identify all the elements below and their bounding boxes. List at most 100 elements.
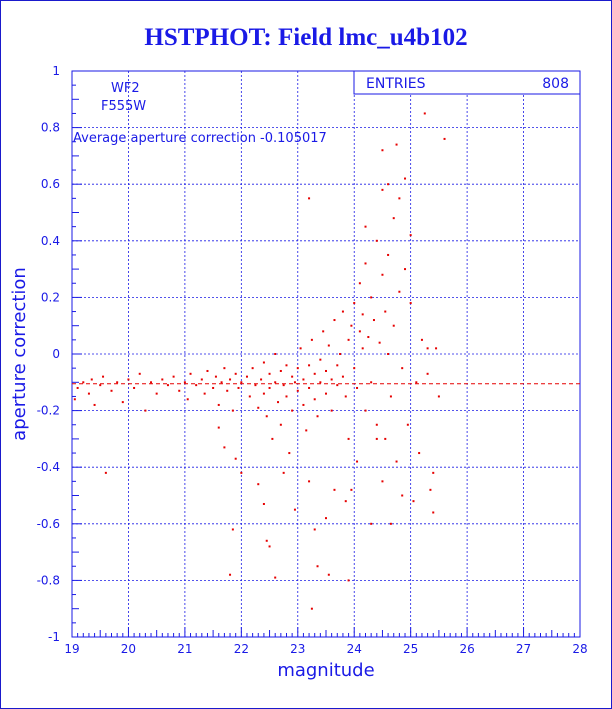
data-point: [378, 341, 381, 344]
data-point: [389, 522, 392, 525]
data-point: [308, 197, 311, 200]
data-point: [415, 381, 418, 384]
data-point: [217, 426, 220, 429]
data-point: [375, 437, 378, 440]
data-point: [358, 282, 361, 285]
grid-lines: [72, 71, 580, 637]
data-point: [214, 375, 217, 378]
data-point: [310, 338, 313, 341]
data-point: [353, 367, 356, 370]
data-point: [412, 500, 415, 503]
data-point: [155, 392, 158, 395]
data-point: [212, 386, 215, 389]
data-point: [336, 364, 339, 367]
data-point: [279, 369, 282, 372]
data-point: [435, 347, 438, 350]
data-point: [350, 488, 353, 491]
data-point: [254, 384, 257, 387]
x-tick-label: 19: [64, 642, 79, 656]
data-point: [313, 398, 316, 401]
data-point: [409, 302, 412, 305]
data-point: [217, 403, 220, 406]
data-point: [325, 369, 327, 372]
data-point: [375, 423, 378, 426]
filter-label: F555W: [101, 99, 146, 114]
data-point: [133, 386, 136, 389]
data-point: [305, 429, 308, 432]
data-point: [296, 367, 299, 370]
data-point: [401, 367, 404, 370]
data-point: [200, 378, 203, 381]
data-point: [251, 367, 254, 370]
data-point: [248, 395, 251, 398]
data-point: [262, 392, 265, 395]
data-point: [392, 217, 395, 220]
data-point: [392, 324, 395, 327]
data-point: [237, 386, 240, 389]
data-point: [206, 369, 209, 372]
data-point: [370, 296, 373, 299]
data-point: [262, 502, 265, 505]
y-tick-label: -0.8: [37, 573, 60, 587]
data-point: [262, 361, 265, 364]
data-point: [364, 409, 367, 412]
data-point: [73, 398, 76, 401]
data-point: [330, 378, 333, 381]
data-point: [367, 336, 370, 339]
entries-label: ENTRIES: [366, 76, 426, 92]
x-tick-label: 25: [403, 642, 418, 656]
data-point: [426, 372, 429, 375]
data-point: [313, 528, 316, 531]
average-label: Average aperture correction -0.105017: [73, 131, 327, 146]
data-point: [282, 471, 285, 474]
data-point: [361, 347, 364, 350]
data-point: [285, 364, 288, 367]
data-point: [384, 437, 387, 440]
data-point: [116, 381, 119, 384]
data-point: [87, 392, 90, 395]
data-point: [288, 452, 291, 455]
data-point: [437, 395, 440, 398]
data-point: [161, 378, 164, 381]
data-point: [195, 384, 198, 387]
data-point: [268, 372, 271, 375]
data-point: [409, 234, 412, 237]
data-point: [395, 460, 398, 463]
data-point: [356, 386, 359, 389]
data-point: [265, 539, 268, 542]
y-tick-label: -1: [48, 630, 60, 644]
y-tick-label: -0.4: [37, 460, 60, 474]
y-tick-label: 1: [52, 64, 60, 78]
data-point: [381, 273, 384, 276]
data-point: [341, 310, 344, 313]
data-point: [245, 375, 248, 378]
data-point: [296, 389, 299, 392]
data-point: [299, 347, 302, 350]
data-point: [341, 375, 344, 378]
data-point: [432, 511, 435, 514]
data-point: [291, 375, 294, 378]
data-point: [387, 183, 390, 186]
data-point: [231, 409, 234, 412]
data-point: [420, 338, 423, 341]
y-tick-label: 0.8: [41, 121, 60, 135]
chip-label: WF2: [111, 81, 140, 96]
data-point: [387, 253, 390, 256]
data-point: [333, 319, 336, 322]
scatter-points: [73, 112, 446, 610]
data-point: [316, 565, 319, 568]
data-point: [223, 446, 226, 449]
data-point: [274, 576, 277, 579]
data-point: [347, 579, 350, 582]
x-tick-label: 23: [290, 642, 305, 656]
data-point: [271, 437, 274, 440]
data-point: [110, 389, 113, 392]
data-point: [189, 372, 192, 375]
data-point: [203, 392, 206, 395]
data-point: [127, 378, 130, 381]
data-point: [387, 353, 390, 355]
data-point: [423, 112, 426, 115]
data-point: [268, 386, 271, 389]
